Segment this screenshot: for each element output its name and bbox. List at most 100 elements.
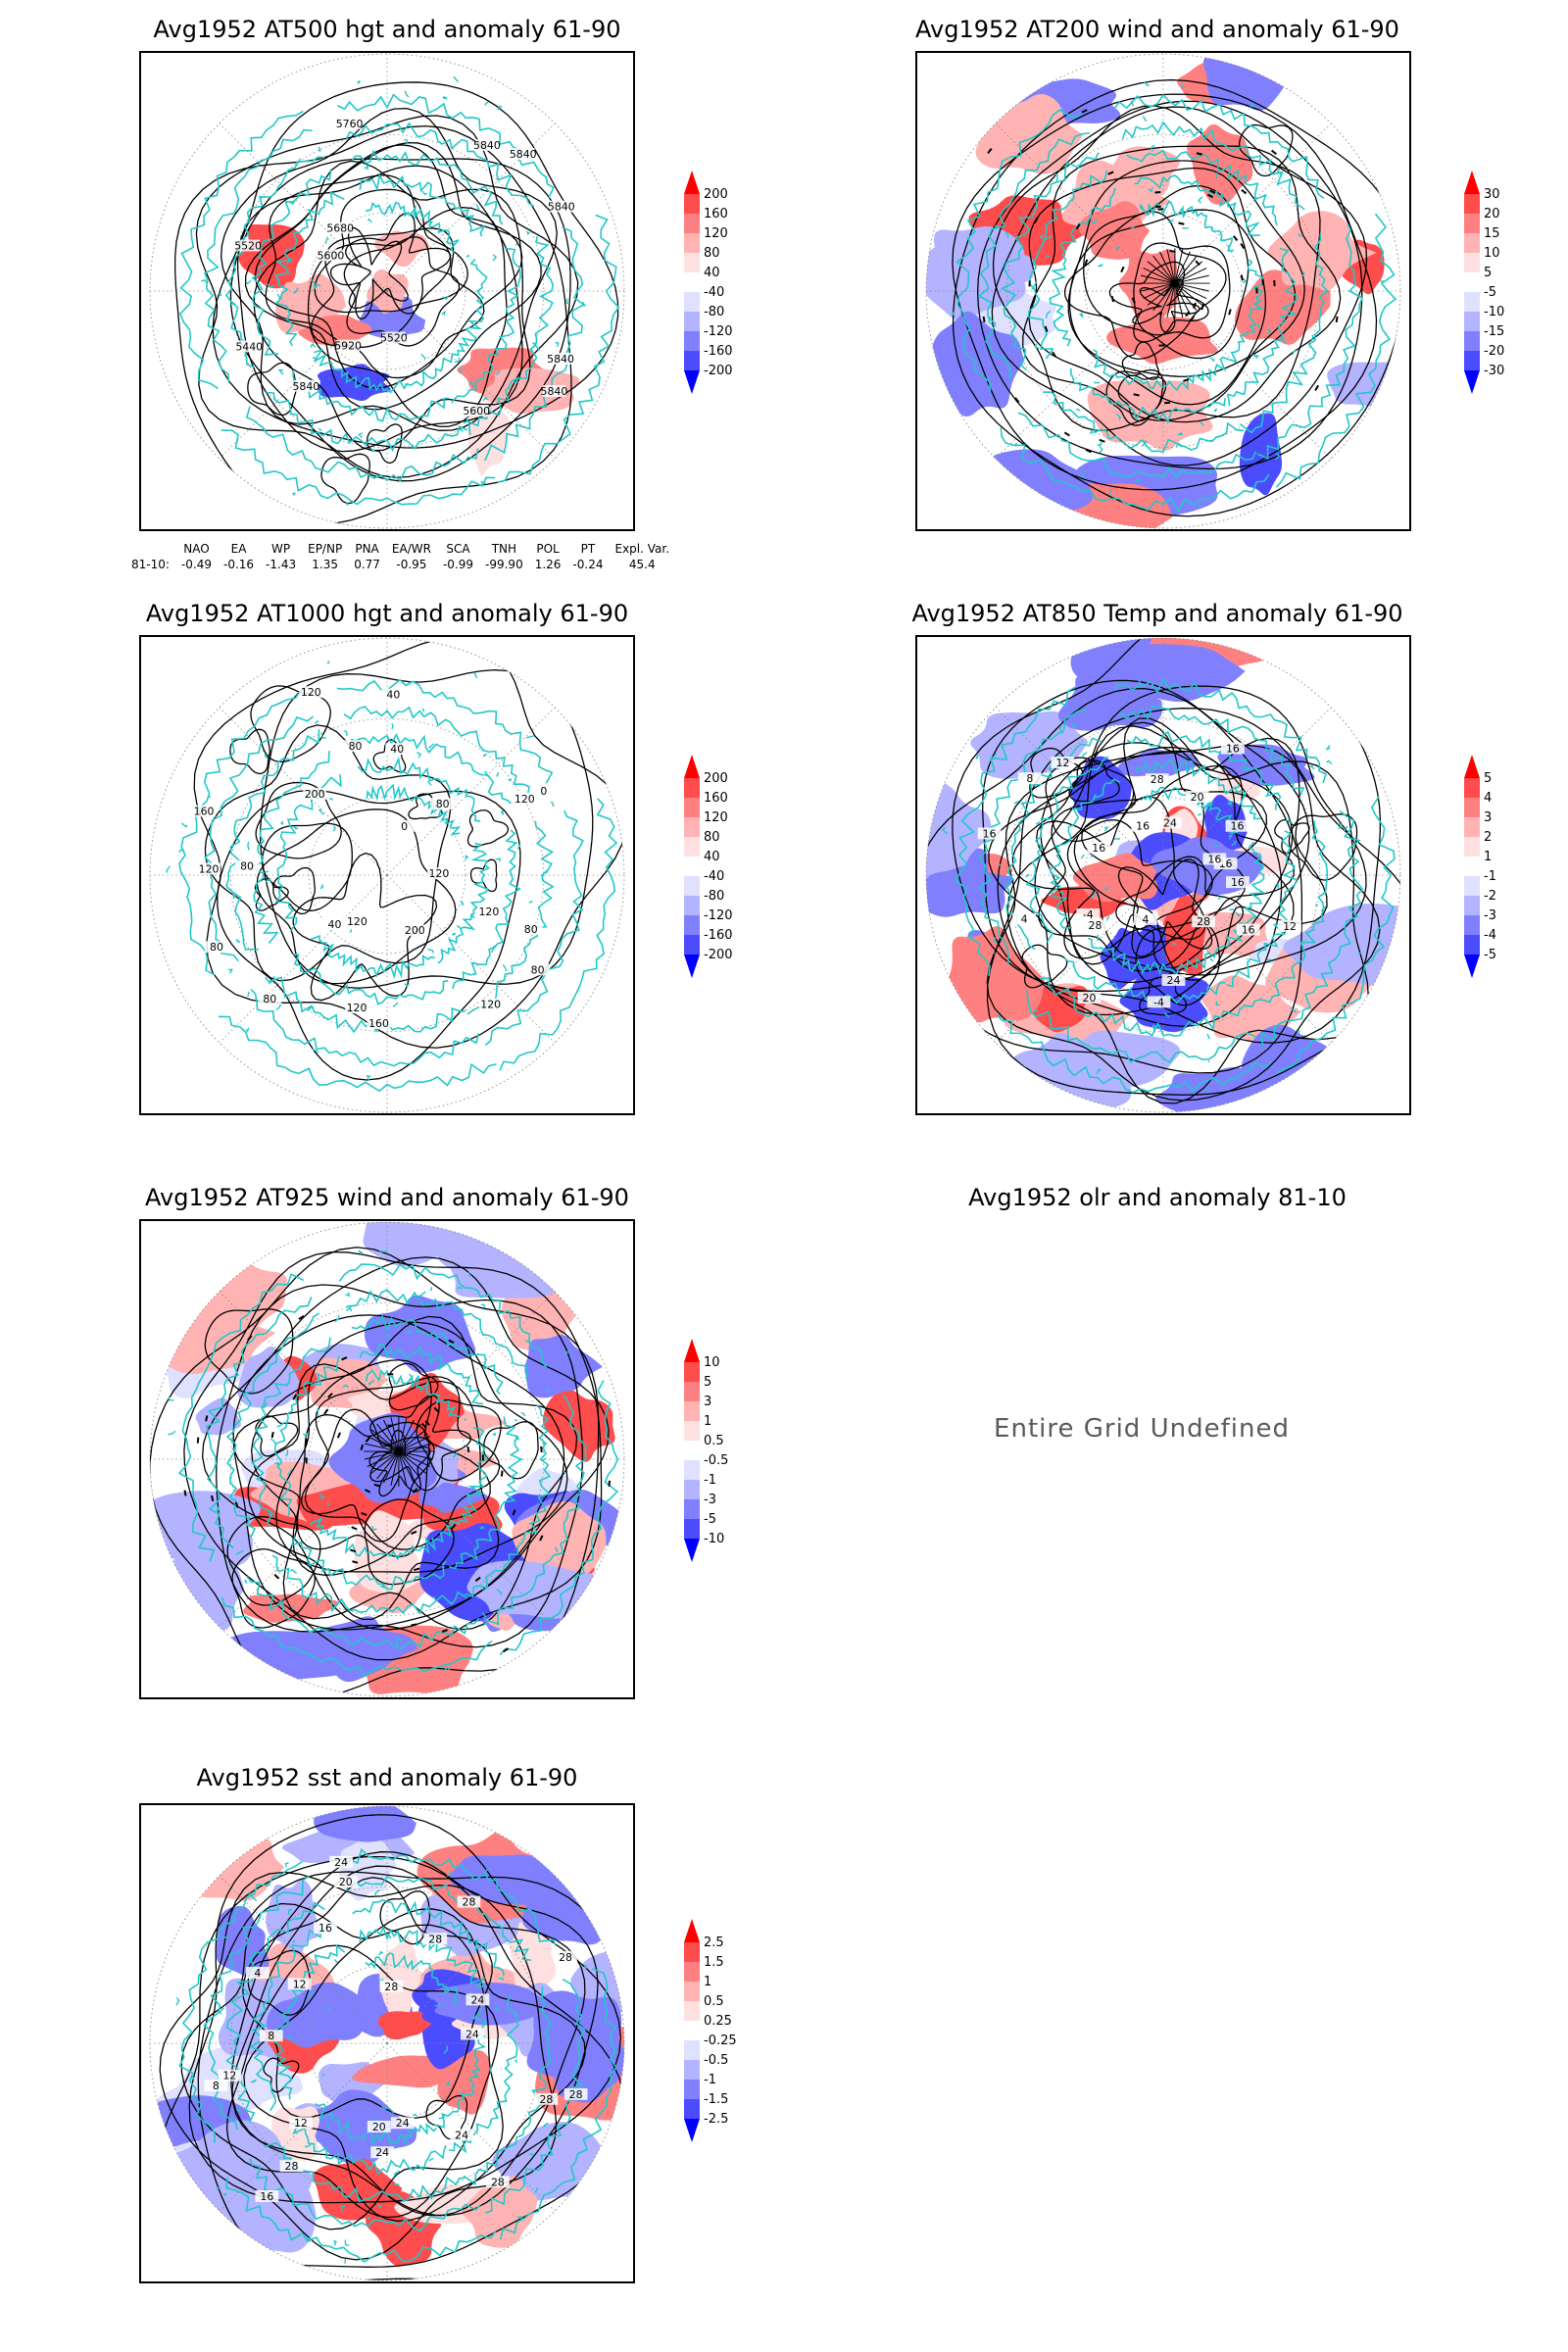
coastline bbox=[1256, 223, 1364, 461]
wind-streamline bbox=[296, 1413, 430, 1558]
contour-label: 80 bbox=[524, 923, 538, 936]
contour-line bbox=[1040, 742, 1294, 984]
index-row-label: 81-10: bbox=[131, 558, 170, 571]
coastline bbox=[366, 783, 462, 836]
wind-streamline bbox=[416, 1399, 502, 1482]
colorbar-level-label: 5 bbox=[704, 1375, 711, 1390]
coastline-island bbox=[516, 2216, 523, 2221]
contour-label-background bbox=[1017, 772, 1042, 785]
colorbar-level-label: 1 bbox=[1484, 850, 1492, 864]
index-header: NAO bbox=[183, 542, 210, 556]
meridian-grid-line bbox=[1162, 707, 1332, 876]
contour-line bbox=[469, 858, 498, 893]
contour-line bbox=[986, 708, 1401, 1096]
coastline-island bbox=[379, 1584, 385, 1589]
coastline-island bbox=[1290, 1007, 1298, 1014]
colorbar-at500: 200 160 120 80 40 -40 -80 -120 -160 -200 bbox=[682, 171, 760, 445]
wind-arrowhead bbox=[1084, 259, 1089, 266]
coastline bbox=[1017, 412, 1257, 479]
coastline-island bbox=[480, 1303, 486, 1308]
negative-anomaly-shading bbox=[161, 1550, 245, 1633]
contour-label-background bbox=[392, 819, 416, 832]
streamline-convergence bbox=[1174, 282, 1207, 300]
contour-line bbox=[986, 744, 1381, 1102]
coastline bbox=[204, 128, 313, 383]
coastline-island bbox=[1004, 230, 1009, 238]
index-value: -0.49 bbox=[180, 558, 212, 571]
coastline-island bbox=[1213, 844, 1219, 848]
coastline-island bbox=[442, 95, 448, 100]
contour-label: 5680 bbox=[326, 222, 354, 235]
coastline-island bbox=[593, 364, 598, 368]
coastline-island bbox=[308, 1005, 315, 1011]
wind-arrowhead bbox=[1075, 223, 1081, 230]
teleconnection-index-table: NAO EA WP EP/NP PNA EA/WR SCA TNH POL PT… bbox=[125, 541, 675, 572]
coastline bbox=[977, 131, 1090, 380]
contour-label: 80 bbox=[263, 993, 276, 1005]
undefined-grid-message: Entire Grid Undefined bbox=[994, 1414, 1290, 1444]
coastline-island bbox=[219, 2007, 224, 2015]
meridian-grid-line bbox=[386, 1458, 556, 1628]
contour-label-background bbox=[1161, 974, 1186, 986]
coastline-island bbox=[280, 820, 284, 825]
coastline bbox=[220, 1596, 493, 1678]
contour-label: 120 bbox=[480, 998, 501, 1010]
coastline-island bbox=[1199, 420, 1204, 427]
contour-label-background bbox=[381, 331, 406, 344]
contour-label-background bbox=[1278, 919, 1301, 932]
wind-arrowhead bbox=[448, 1339, 455, 1345]
coastline-island bbox=[543, 2122, 549, 2128]
streamline-convergence bbox=[376, 1423, 400, 1452]
wind-arrowhead bbox=[414, 1567, 420, 1572]
wind-arrowhead bbox=[292, 1394, 298, 1400]
coastline bbox=[996, 1013, 1272, 1094]
colorbar-level-label: -1 bbox=[1484, 869, 1496, 884]
contour-label: 5520 bbox=[380, 331, 408, 344]
coastline-island bbox=[421, 708, 425, 713]
coastline-island bbox=[236, 2108, 242, 2114]
contour-label-background bbox=[542, 385, 566, 397]
negative-anomaly-shading bbox=[266, 1982, 363, 2048]
coastline bbox=[338, 1263, 548, 1368]
coastline bbox=[206, 1297, 313, 1549]
index-value: -0.16 bbox=[222, 558, 255, 571]
contour-label: 200 bbox=[305, 788, 325, 801]
index-header: EA bbox=[230, 542, 247, 556]
meridian-grid-line bbox=[219, 874, 388, 1044]
coastline-island bbox=[180, 822, 188, 828]
colorbar-level-label: 0.25 bbox=[704, 2014, 732, 2029]
contour-label-background bbox=[367, 2120, 391, 2132]
coastline-island bbox=[235, 1549, 244, 1555]
colorbar-swatch bbox=[684, 798, 700, 817]
coastline-island bbox=[1033, 343, 1040, 350]
coastline-island bbox=[528, 2152, 534, 2157]
contour-label-background bbox=[1087, 841, 1111, 854]
streamline-convergence bbox=[398, 1450, 433, 1460]
wind-arrowhead bbox=[1063, 431, 1070, 437]
coastline-island bbox=[1298, 1028, 1300, 1034]
coastline-island bbox=[435, 1513, 439, 1517]
coastline-island bbox=[342, 1384, 350, 1389]
coastline bbox=[1139, 200, 1234, 252]
contour-label: 28 bbox=[428, 1933, 442, 1945]
coastline-island bbox=[428, 2157, 434, 2162]
coastline-island bbox=[1130, 225, 1136, 230]
streamline-convergence bbox=[1174, 282, 1209, 292]
coastline bbox=[357, 756, 481, 822]
coastline-island bbox=[250, 2079, 258, 2083]
wind-streamline bbox=[388, 1362, 439, 1411]
negative-anomaly-shading bbox=[975, 449, 1094, 512]
coastline bbox=[451, 247, 521, 404]
colorbar-level-label: 2 bbox=[1484, 830, 1492, 845]
coastline-island bbox=[1115, 413, 1122, 420]
coastline bbox=[292, 953, 449, 1005]
wind-arrowhead bbox=[1154, 205, 1161, 209]
coastline-island bbox=[1235, 784, 1240, 789]
colorbar-swatch bbox=[1464, 351, 1480, 370]
contour-line bbox=[229, 158, 571, 482]
contour-label: 5840 bbox=[473, 139, 501, 152]
coastline-island bbox=[1227, 800, 1234, 805]
wind-arrowhead bbox=[1131, 297, 1136, 304]
coastline-island bbox=[404, 138, 409, 145]
streamline-convergence bbox=[1174, 255, 1198, 284]
